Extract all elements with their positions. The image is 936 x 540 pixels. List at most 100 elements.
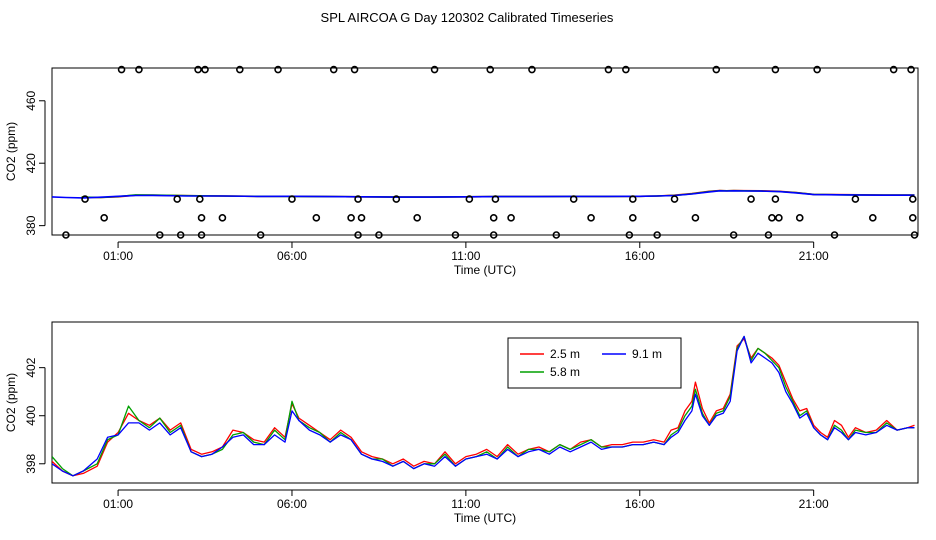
data-point-marker (653, 231, 661, 239)
data-point-marker (354, 195, 362, 203)
data-point-marker (851, 195, 860, 203)
data-point-marker (491, 195, 500, 203)
data-point-marker (771, 195, 780, 203)
data-point-marker (288, 195, 296, 203)
data-point-marker (347, 214, 355, 222)
data-point-marker (156, 231, 164, 239)
series-line-2-5-m (52, 338, 915, 477)
data-point-marker (747, 195, 755, 203)
data-point-marker (507, 214, 515, 222)
data-point-marker (907, 65, 915, 74)
data-point-marker (622, 65, 630, 74)
data-point-marker (274, 65, 282, 74)
data-point-marker (135, 65, 143, 74)
data-point-marker (587, 214, 595, 222)
series-line-9-1-m (52, 335, 915, 477)
data-point-marker (768, 214, 776, 222)
data-point-marker (312, 214, 321, 222)
data-point-marker (354, 231, 362, 239)
data-point-marker (775, 214, 783, 222)
data-point-marker (908, 214, 917, 222)
data-point-marker (451, 231, 460, 239)
series-line-2 (52, 190, 915, 199)
data-point-marker (910, 231, 919, 239)
data-point-marker (218, 214, 227, 222)
data-point-marker (100, 214, 108, 222)
data-point-marker (413, 214, 421, 222)
data-point-marker (629, 214, 637, 222)
legend-box (507, 337, 682, 389)
data-point-marker (329, 65, 338, 74)
y-tick-label: 380 (24, 215, 38, 235)
data-point-marker (625, 231, 634, 239)
data-point-marker (194, 65, 202, 74)
legend-label: 5.8 m (550, 365, 580, 379)
y-tick-label: 398 (24, 453, 38, 473)
y-tick-label: 420 (24, 153, 38, 173)
data-point-marker (489, 214, 498, 222)
x-tick-label: 11:00 (451, 497, 480, 511)
data-point-marker (729, 231, 738, 239)
data-point-marker (486, 65, 495, 74)
data-point-marker (173, 195, 182, 203)
figure-title: SPL AIRCOA G Day 120302 Calibrated Times… (321, 10, 614, 25)
x-tick-label: 21:00 (799, 249, 829, 263)
legend-label: 2.5 m (550, 347, 580, 361)
top-panel: 01:00 06:00 11:00 16:00 21:00 Time (UTC) 380 42… (4, 65, 919, 277)
plot-frame (51, 67, 919, 236)
x-tick-label: 06:00 (277, 249, 307, 263)
data-point-marker (569, 195, 578, 203)
data-point-marker (764, 231, 773, 239)
data-point-marker (691, 214, 700, 222)
x-tick-label: 11:00 (451, 249, 480, 263)
data-point-marker (830, 231, 839, 239)
data-point-marker (868, 214, 877, 222)
data-point-marker (201, 65, 209, 74)
data-point-marker (889, 65, 898, 74)
y-tick-label: 400 (24, 405, 38, 425)
data-point-marker (256, 231, 265, 239)
data-point-marker (176, 231, 185, 239)
data-point-marker (771, 65, 780, 74)
x-tick-label: 01:00 (103, 249, 133, 263)
data-point-marker (392, 195, 401, 203)
legend-label: 9.1 m (632, 347, 662, 361)
data-point-marker (552, 231, 561, 239)
data-point-marker (528, 65, 536, 74)
data-point-marker (795, 214, 804, 222)
data-point-marker (81, 195, 89, 203)
data-point-marker (196, 195, 204, 203)
data-point-marker (629, 195, 637, 203)
x-tick-label: 21:00 (799, 497, 829, 511)
y-axis-label: CO2 (ppm) (4, 122, 18, 181)
data-point-marker (465, 195, 474, 203)
data-point-marker (489, 231, 498, 239)
data-point-marker (813, 65, 821, 74)
series-line-5-8-m (52, 335, 915, 477)
legend: 2.5 m 5.8 m 9.1 m (507, 337, 682, 389)
data-point-marker (375, 231, 383, 239)
x-axis-label: Time (UTC) (454, 511, 516, 525)
data-point-marker (604, 65, 613, 74)
bottom-panel: 01:00 06:00 11:00 16:00 21:00 Time (UTC) 398 40… (4, 321, 919, 525)
x-tick-label: 06:00 (277, 497, 307, 511)
data-point-marker (236, 65, 244, 74)
x-tick-label: 16:00 (625, 249, 655, 263)
y-tick-label: 460 (24, 90, 38, 110)
plot-area (52, 335, 915, 477)
data-point-marker (357, 214, 366, 222)
data-point-marker (350, 65, 359, 74)
data-point-marker (117, 65, 126, 74)
x-tick-label: 16:00 (625, 497, 655, 511)
x-axis-label: Time (UTC) (454, 263, 516, 277)
data-point-marker (62, 231, 70, 239)
data-point-marker (197, 214, 206, 222)
data-point-marker (197, 231, 206, 239)
y-tick-label: 402 (24, 357, 38, 377)
data-point-marker (430, 65, 439, 74)
x-tick-label: 01:00 (103, 497, 133, 511)
plot-frame (51, 321, 919, 484)
data-point-marker (670, 195, 679, 203)
